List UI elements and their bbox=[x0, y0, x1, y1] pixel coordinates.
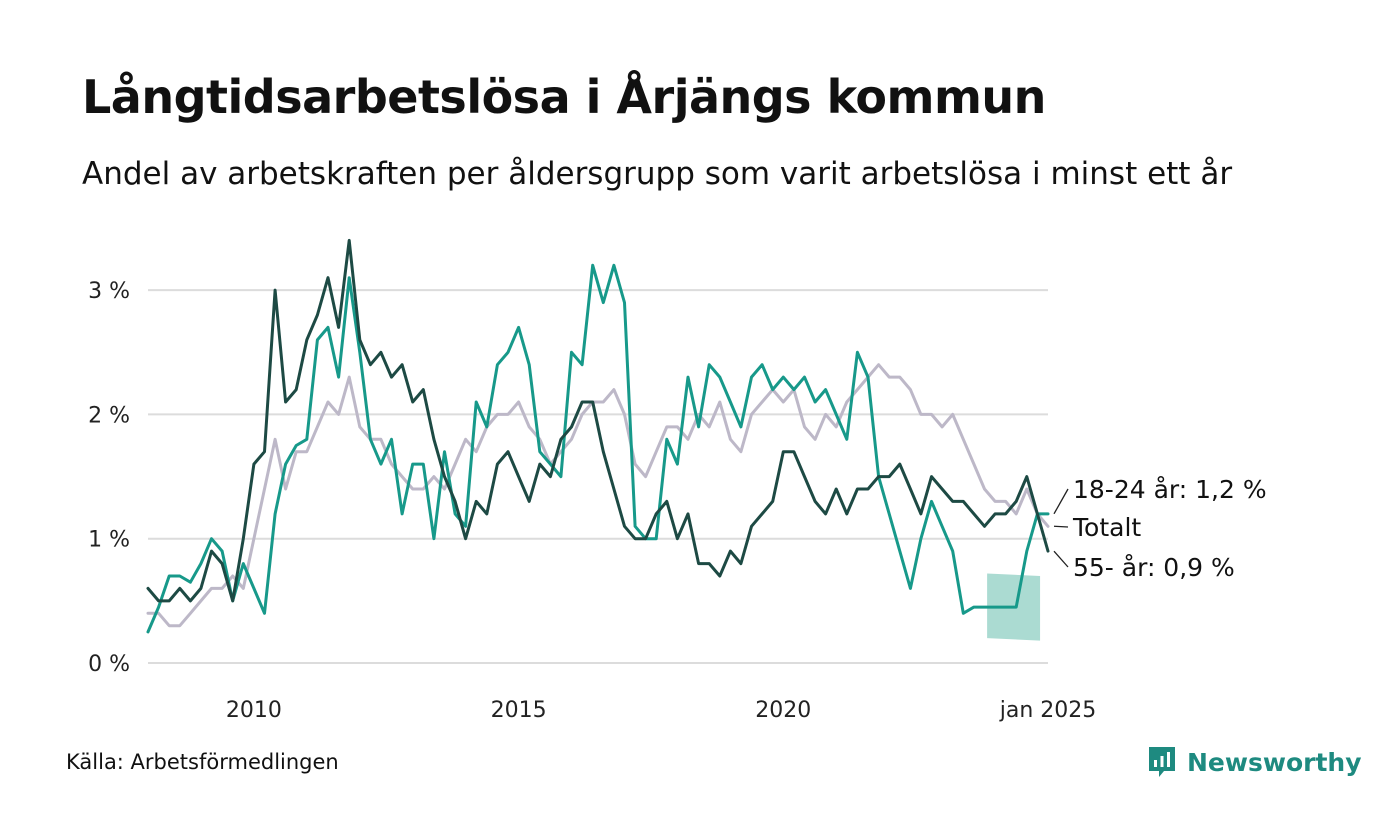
end-label-age-18-24: 18-24 år: 1,2 % bbox=[1073, 475, 1267, 504]
x-tick-label: 2020 bbox=[755, 698, 811, 723]
newsworthy-logo: Newsworthy bbox=[1147, 744, 1362, 780]
x-tick-label: jan 2025 bbox=[999, 698, 1097, 723]
x-tick-label: 2015 bbox=[491, 698, 547, 723]
end-label-total: Totalt bbox=[1072, 513, 1141, 542]
y-tick-label: 1 % bbox=[88, 528, 130, 553]
end-label-age-55: 55- år: 0,9 % bbox=[1073, 553, 1235, 582]
series-line-age-55 bbox=[146, 238, 1050, 603]
x-axis-ticks: 2010 2015 2020 jan 2025 bbox=[226, 698, 1096, 723]
x-tick-label: 2010 bbox=[226, 698, 282, 723]
end-labels: Totalt 18-24 år: 1,2 % 55- år: 0,9 % bbox=[1053, 475, 1267, 582]
series-line-total bbox=[146, 363, 1050, 628]
y-tick-label: 2 % bbox=[88, 403, 130, 428]
end-label-leader bbox=[1053, 488, 1069, 515]
chart-subtitle: Andel av arbetskraften per åldersgrupp s… bbox=[82, 156, 1233, 192]
chart-title: Långtidsarbetslösa i Årjängs kommun bbox=[82, 70, 1046, 124]
brand-name: Newsworthy bbox=[1187, 747, 1362, 777]
y-axis-ticks: 0 % 1 % 2 % 3 % bbox=[88, 279, 130, 677]
end-label-leader bbox=[1053, 550, 1069, 568]
series-lines bbox=[146, 238, 1050, 634]
series-line-age-18-24 bbox=[146, 263, 1050, 634]
y-tick-label: 3 % bbox=[88, 279, 130, 304]
y-tick-label: 0 % bbox=[88, 652, 130, 677]
end-label-leader bbox=[1053, 525, 1069, 528]
grid-lines bbox=[148, 289, 1048, 664]
newsworthy-icon bbox=[1149, 747, 1175, 777]
source-note: Källa: Arbetsförmedlingen bbox=[66, 750, 339, 774]
